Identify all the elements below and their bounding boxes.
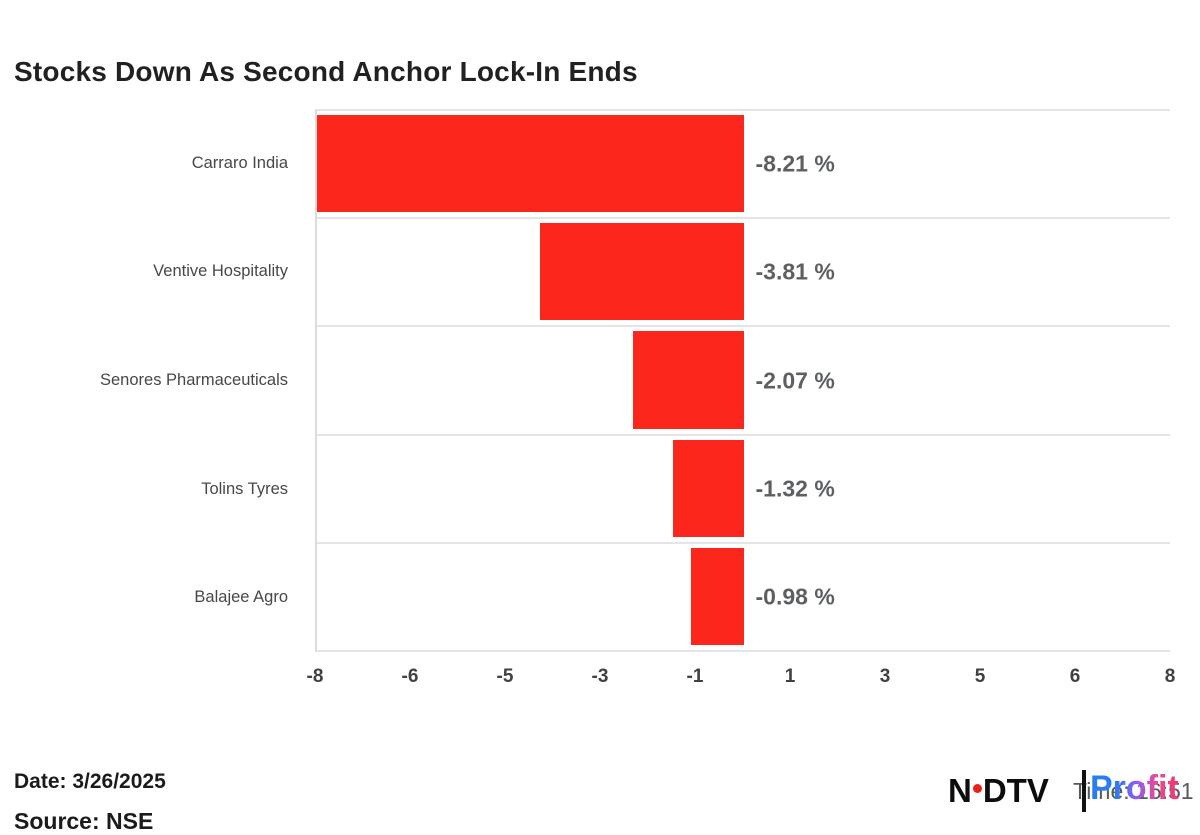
value-label: -3.81 %: [755, 258, 835, 285]
value-label: -2.07 %: [755, 367, 835, 393]
bar-row: -0.98 %: [317, 544, 1170, 653]
category-labels: Carraro India Ventive Hospitality Senores …: [0, 109, 288, 652]
bar-chart-plot: -8.21 % -3.81 % -2.07 % -1.32 % -0.98 %: [315, 109, 1170, 653]
x-tick-label: 8: [1164, 666, 1176, 687]
category-label: Ventive Hospitality: [153, 262, 288, 281]
bar-row: -8.21 %: [317, 111, 1170, 220]
category-label: Balajee Agro: [194, 588, 288, 607]
logo-separator-bar: [1082, 770, 1086, 812]
x-tick-label: 3: [879, 666, 891, 687]
source-label: Source: NSE: [14, 808, 154, 834]
category-label: Senores Pharmaceuticals: [99, 370, 288, 389]
x-tick-label: 5: [974, 666, 986, 687]
x-tick-label: -5: [496, 666, 514, 687]
value-label: -1.32 %: [755, 475, 835, 502]
value-label: -8.21 %: [755, 150, 835, 177]
bar: [317, 115, 744, 213]
timestamp-watermark: Time: 16:51: [1073, 778, 1194, 805]
profit-logo-text: Profit: [1090, 769, 1179, 807]
x-tick-label: -1: [686, 666, 704, 687]
x-tick-label: -6: [401, 666, 419, 687]
bar-row: -1.32 %: [317, 436, 1170, 544]
chart-title: Stocks Down As Second Anchor Lock-In End…: [14, 56, 638, 87]
ndtv-red-dot-icon: [972, 783, 982, 793]
category-label: Tolins Tyres: [201, 479, 288, 498]
bar: [673, 439, 744, 537]
bar: [633, 331, 744, 429]
bar: [540, 223, 744, 321]
x-tick-label: -8: [306, 666, 324, 687]
x-axis-ticks: -8 -6 -5 -3 -1 1 3 5 6 8: [307, 666, 1176, 696]
category-label: Carraro India: [191, 153, 288, 172]
bar: [691, 547, 744, 646]
bar-row: -2.07 %: [317, 327, 1170, 436]
bar-row: -3.81 %: [317, 219, 1170, 328]
date-label: Date: 3/26/2025: [14, 770, 166, 793]
x-tick-label: -3: [591, 666, 609, 687]
value-label: -0.98 %: [755, 583, 835, 610]
x-tick-label: 6: [1069, 666, 1081, 687]
x-tick-label: 1: [784, 666, 796, 687]
ndtv-logo-text: N DTV: [948, 772, 1049, 809]
